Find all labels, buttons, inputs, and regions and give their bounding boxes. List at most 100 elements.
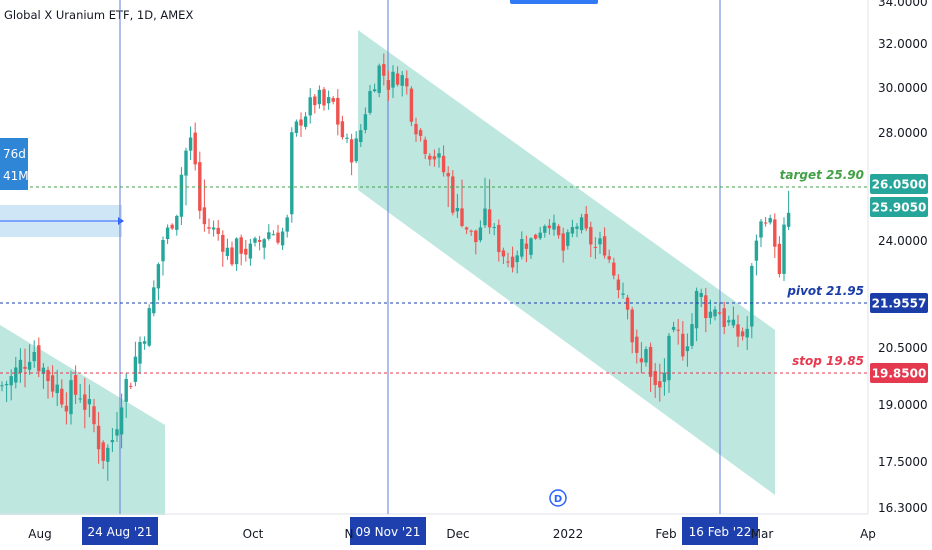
candle — [359, 124, 363, 147]
candle — [584, 206, 588, 232]
candle — [598, 231, 602, 254]
candle-body — [740, 331, 745, 337]
candle — [510, 246, 515, 273]
candle — [101, 440, 105, 470]
candle-body — [598, 238, 602, 245]
candle-body — [391, 71, 395, 88]
channel-2 — [358, 30, 775, 495]
candle — [299, 112, 303, 138]
candle — [483, 177, 487, 229]
candle-body — [552, 222, 556, 230]
price-tag-bg — [870, 197, 928, 217]
candle-body — [37, 345, 41, 372]
candle-body — [428, 155, 432, 160]
candle-body — [713, 309, 717, 317]
channel-1 — [0, 325, 165, 515]
candle-body — [142, 341, 147, 344]
candle — [23, 348, 27, 388]
candle-body — [556, 226, 561, 236]
candle — [377, 63, 381, 98]
price-tag-bg — [870, 174, 928, 194]
date-marker-bg — [82, 517, 158, 545]
candle-body — [648, 346, 653, 377]
candle — [290, 127, 294, 223]
candle — [736, 314, 740, 348]
level-label-stop: stop 19.85 — [792, 354, 864, 368]
candle — [575, 223, 579, 238]
candle-body — [510, 256, 515, 268]
candle — [464, 226, 469, 234]
candle — [612, 257, 616, 280]
candle — [188, 126, 193, 160]
price-tag-text: 26.0500 — [872, 178, 927, 192]
candle — [0, 381, 4, 392]
candle — [96, 412, 101, 464]
candle-body — [257, 240, 262, 242]
candle — [4, 380, 9, 402]
candle — [382, 53, 386, 86]
candle — [142, 336, 147, 350]
candle-body — [639, 358, 644, 363]
candle-body — [520, 239, 524, 257]
candle — [276, 224, 280, 245]
candle-body — [602, 236, 607, 256]
candle-body — [207, 227, 211, 229]
candle-body — [533, 234, 538, 239]
candle-body — [175, 215, 179, 230]
candle-body — [579, 217, 584, 231]
candle — [267, 224, 271, 241]
candle-body — [478, 227, 483, 241]
candle-body — [635, 336, 639, 353]
candle-body — [455, 208, 460, 212]
candle — [722, 301, 726, 335]
candle — [372, 83, 377, 93]
candle — [428, 153, 432, 166]
candle-body — [460, 208, 464, 226]
candle-body — [469, 230, 473, 232]
candle — [566, 229, 570, 250]
candle — [262, 237, 266, 260]
candle-body — [543, 226, 547, 233]
candle — [552, 214, 556, 236]
candle-body — [41, 367, 46, 374]
candle-body — [271, 234, 276, 236]
candle — [556, 224, 561, 239]
candle-body — [414, 123, 418, 135]
candle — [635, 329, 639, 364]
candle-body — [138, 341, 142, 364]
candle — [133, 341, 138, 387]
candle-body — [497, 224, 501, 252]
candle — [437, 147, 441, 168]
candle-body — [377, 65, 381, 93]
candle-body — [106, 447, 110, 462]
candle-body — [83, 394, 87, 410]
candle — [14, 356, 18, 389]
candle-body — [451, 176, 455, 213]
candle — [699, 288, 703, 308]
candle-body — [156, 264, 161, 289]
x-tick-label: N — [345, 527, 354, 541]
x-tick-label: Dec — [446, 527, 469, 541]
candle — [727, 315, 731, 326]
candle — [520, 231, 524, 260]
candle-body — [46, 369, 50, 382]
candle — [704, 287, 708, 333]
candle-body — [593, 246, 598, 248]
candle-body — [418, 130, 423, 136]
candle-body — [506, 261, 510, 263]
candle — [193, 122, 197, 171]
candle — [524, 235, 529, 263]
dividend-marker — [549, 489, 567, 507]
y-tick-label: 16.3000 — [878, 501, 928, 515]
candle-body — [73, 375, 78, 395]
candle-body — [474, 230, 478, 243]
candle-body — [736, 324, 740, 337]
candle-body — [566, 232, 570, 246]
candle-body — [483, 208, 487, 226]
candle — [561, 227, 565, 263]
candle-body — [446, 172, 450, 177]
y-tick-label: 32.0000 — [878, 37, 928, 51]
candle-body — [612, 262, 616, 276]
candle — [303, 112, 308, 130]
